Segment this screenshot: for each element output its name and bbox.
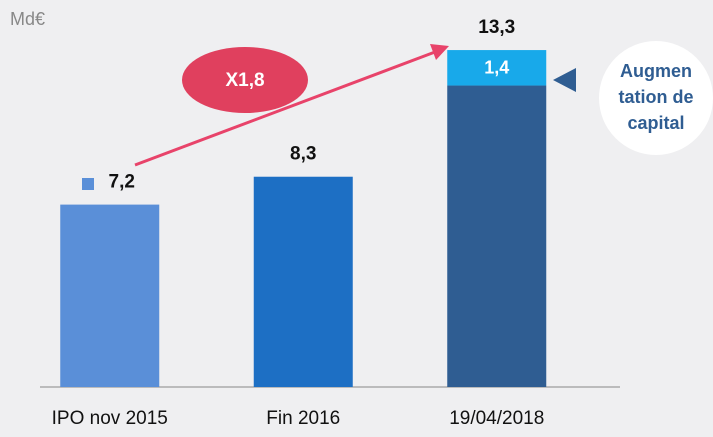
bar xyxy=(447,50,547,86)
segment-label: 1,4 xyxy=(484,58,509,78)
legend-square xyxy=(82,178,94,190)
x-tick-label: Fin 2016 xyxy=(266,408,340,429)
bar xyxy=(253,176,353,387)
bar xyxy=(447,85,547,388)
callout-text: Augmen xyxy=(620,61,692,81)
x-tick-label: IPO nov 2015 xyxy=(52,408,168,429)
callout-text: capital xyxy=(627,113,684,133)
unit-label: Md€ xyxy=(10,9,45,29)
callout-text: tation de xyxy=(619,87,694,107)
total-label: 7,2 xyxy=(109,172,135,193)
x-tick-label: 19/04/2018 xyxy=(449,408,544,429)
callout-pointer xyxy=(553,68,576,92)
total-label: 8,3 xyxy=(290,144,316,165)
growth-label: X1,8 xyxy=(225,70,264,91)
callout-circle xyxy=(599,41,713,155)
arrow-head xyxy=(430,44,449,60)
growth-badge xyxy=(182,47,308,113)
bar xyxy=(60,204,160,387)
growth-arrow xyxy=(134,50,436,167)
total-label: 13,3 xyxy=(478,17,515,38)
